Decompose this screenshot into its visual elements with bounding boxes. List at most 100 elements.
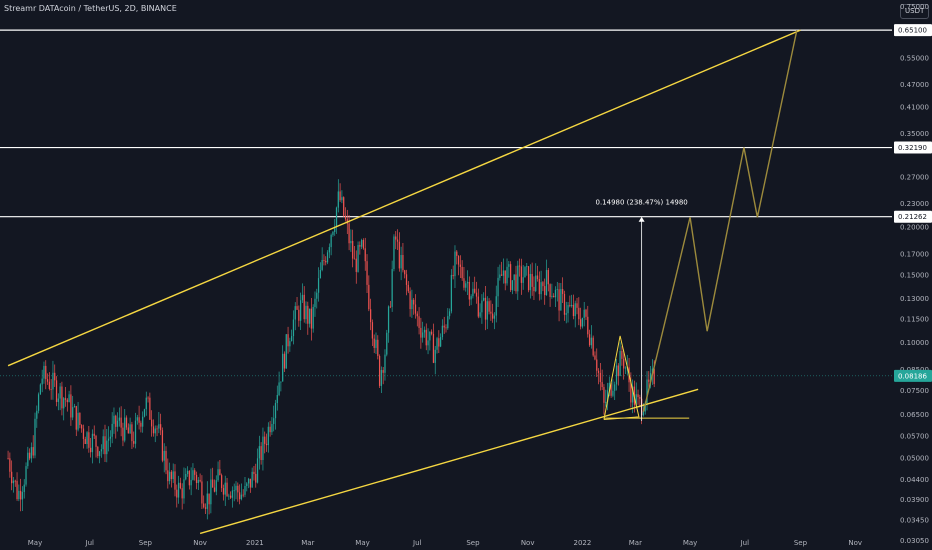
candle-body [608,382,610,391]
candle-body [646,379,648,403]
candle-body [567,305,569,314]
price-tick-label: 0.17000 [900,250,929,258]
candle-body [43,365,45,379]
candle-body [301,294,304,301]
candle-body [335,207,338,227]
candle-body [194,470,196,475]
candle-body [278,382,280,395]
candle-body [583,309,585,318]
candle-body [326,252,329,263]
candle-body [267,426,269,446]
candle-body [59,386,61,399]
candle-body [134,420,137,444]
candle-body [133,441,135,444]
channel-upper-line [7,29,801,367]
time-tick-label: Mar [301,539,314,547]
time-tick-label: Nov [521,539,535,547]
candle-body [93,433,95,436]
candle-body [104,436,106,455]
candle-body [247,478,250,484]
candle-body [420,327,422,338]
candle-body [610,382,612,396]
candle-body [210,479,212,505]
time-tick-label: Jul [85,539,95,547]
candle-body [565,313,567,315]
candle-body [425,329,427,346]
candle-body [57,398,59,402]
price-tick-label: 0.20000 [900,223,929,231]
candle-body [20,490,22,500]
candle-body [7,458,9,459]
candle-body [560,289,562,311]
candle-body [176,489,178,498]
candle-body [493,315,496,319]
candle-body [474,288,476,293]
level-price-label: 0.32190 [898,144,927,152]
candle-body [32,447,34,456]
candle-body [357,245,359,272]
candle-body [61,386,63,409]
candle-body [353,258,356,260]
candle-body [237,485,239,493]
candle-body [145,397,147,410]
candle-body [199,479,201,482]
candle-body [483,297,485,301]
time-tick-label: May [355,539,369,547]
candle-body [328,247,330,253]
candle-body [54,372,56,381]
candle-body [222,488,225,495]
candle-body [615,365,618,385]
currency-unit-badge[interactable]: USDT [900,4,930,19]
candle-body [64,398,67,400]
candle-body [378,355,381,386]
candle-body [219,469,221,476]
candle-body [509,264,512,291]
price-tick-label: 0.55000 [900,55,929,63]
candle-body [283,353,286,369]
price-axis: 0.75000 0.65100 0.55000 0.47000 0.41000 0.350… [900,3,929,545]
level-price-label: 0.21262 [898,213,927,221]
candle-body [515,274,517,292]
candle-body [432,333,435,363]
candle-body [533,286,535,292]
candle-body [217,469,219,481]
candle-body [553,295,555,298]
candle-body [477,296,479,317]
candle-body [579,319,582,327]
axis-price-labels: 0.65100 0.32190 0.21262 0.08186 [894,24,932,382]
candle-body [37,394,40,411]
time-tick-label: Nov [848,539,862,547]
candle-body [11,471,13,484]
price-tick-label: 0.03050 [900,537,929,545]
candle-body [294,306,296,320]
candle-body [448,311,451,317]
candle-body [190,479,192,486]
candle-body [569,305,571,307]
candle-body [459,264,461,267]
candle-body [504,270,506,284]
candle-body [73,406,76,408]
candle-body [253,471,255,474]
candle-body [445,327,447,329]
candle-body [84,438,86,445]
candle-body [416,313,418,317]
price-tick-label: 0.05000 [900,455,929,463]
time-axis: May Jul Sep Nov 2021 Mar May Jul Sep Nov 2022 Mar Ma… [28,539,862,547]
candle-body [147,397,149,399]
candle-body [588,334,591,346]
candle-body [213,487,216,492]
candle-body [637,394,639,398]
candle-body [423,329,426,333]
candle-body [427,340,429,346]
candle-body [484,297,487,320]
candle-body [25,466,27,485]
candle-body [115,415,117,427]
candle-body [122,427,124,441]
candle-body [228,495,230,497]
candle-body [316,292,318,299]
candle-body [168,471,171,482]
candle-body [95,435,97,447]
candle-body [238,492,241,500]
candle-body [161,430,164,461]
